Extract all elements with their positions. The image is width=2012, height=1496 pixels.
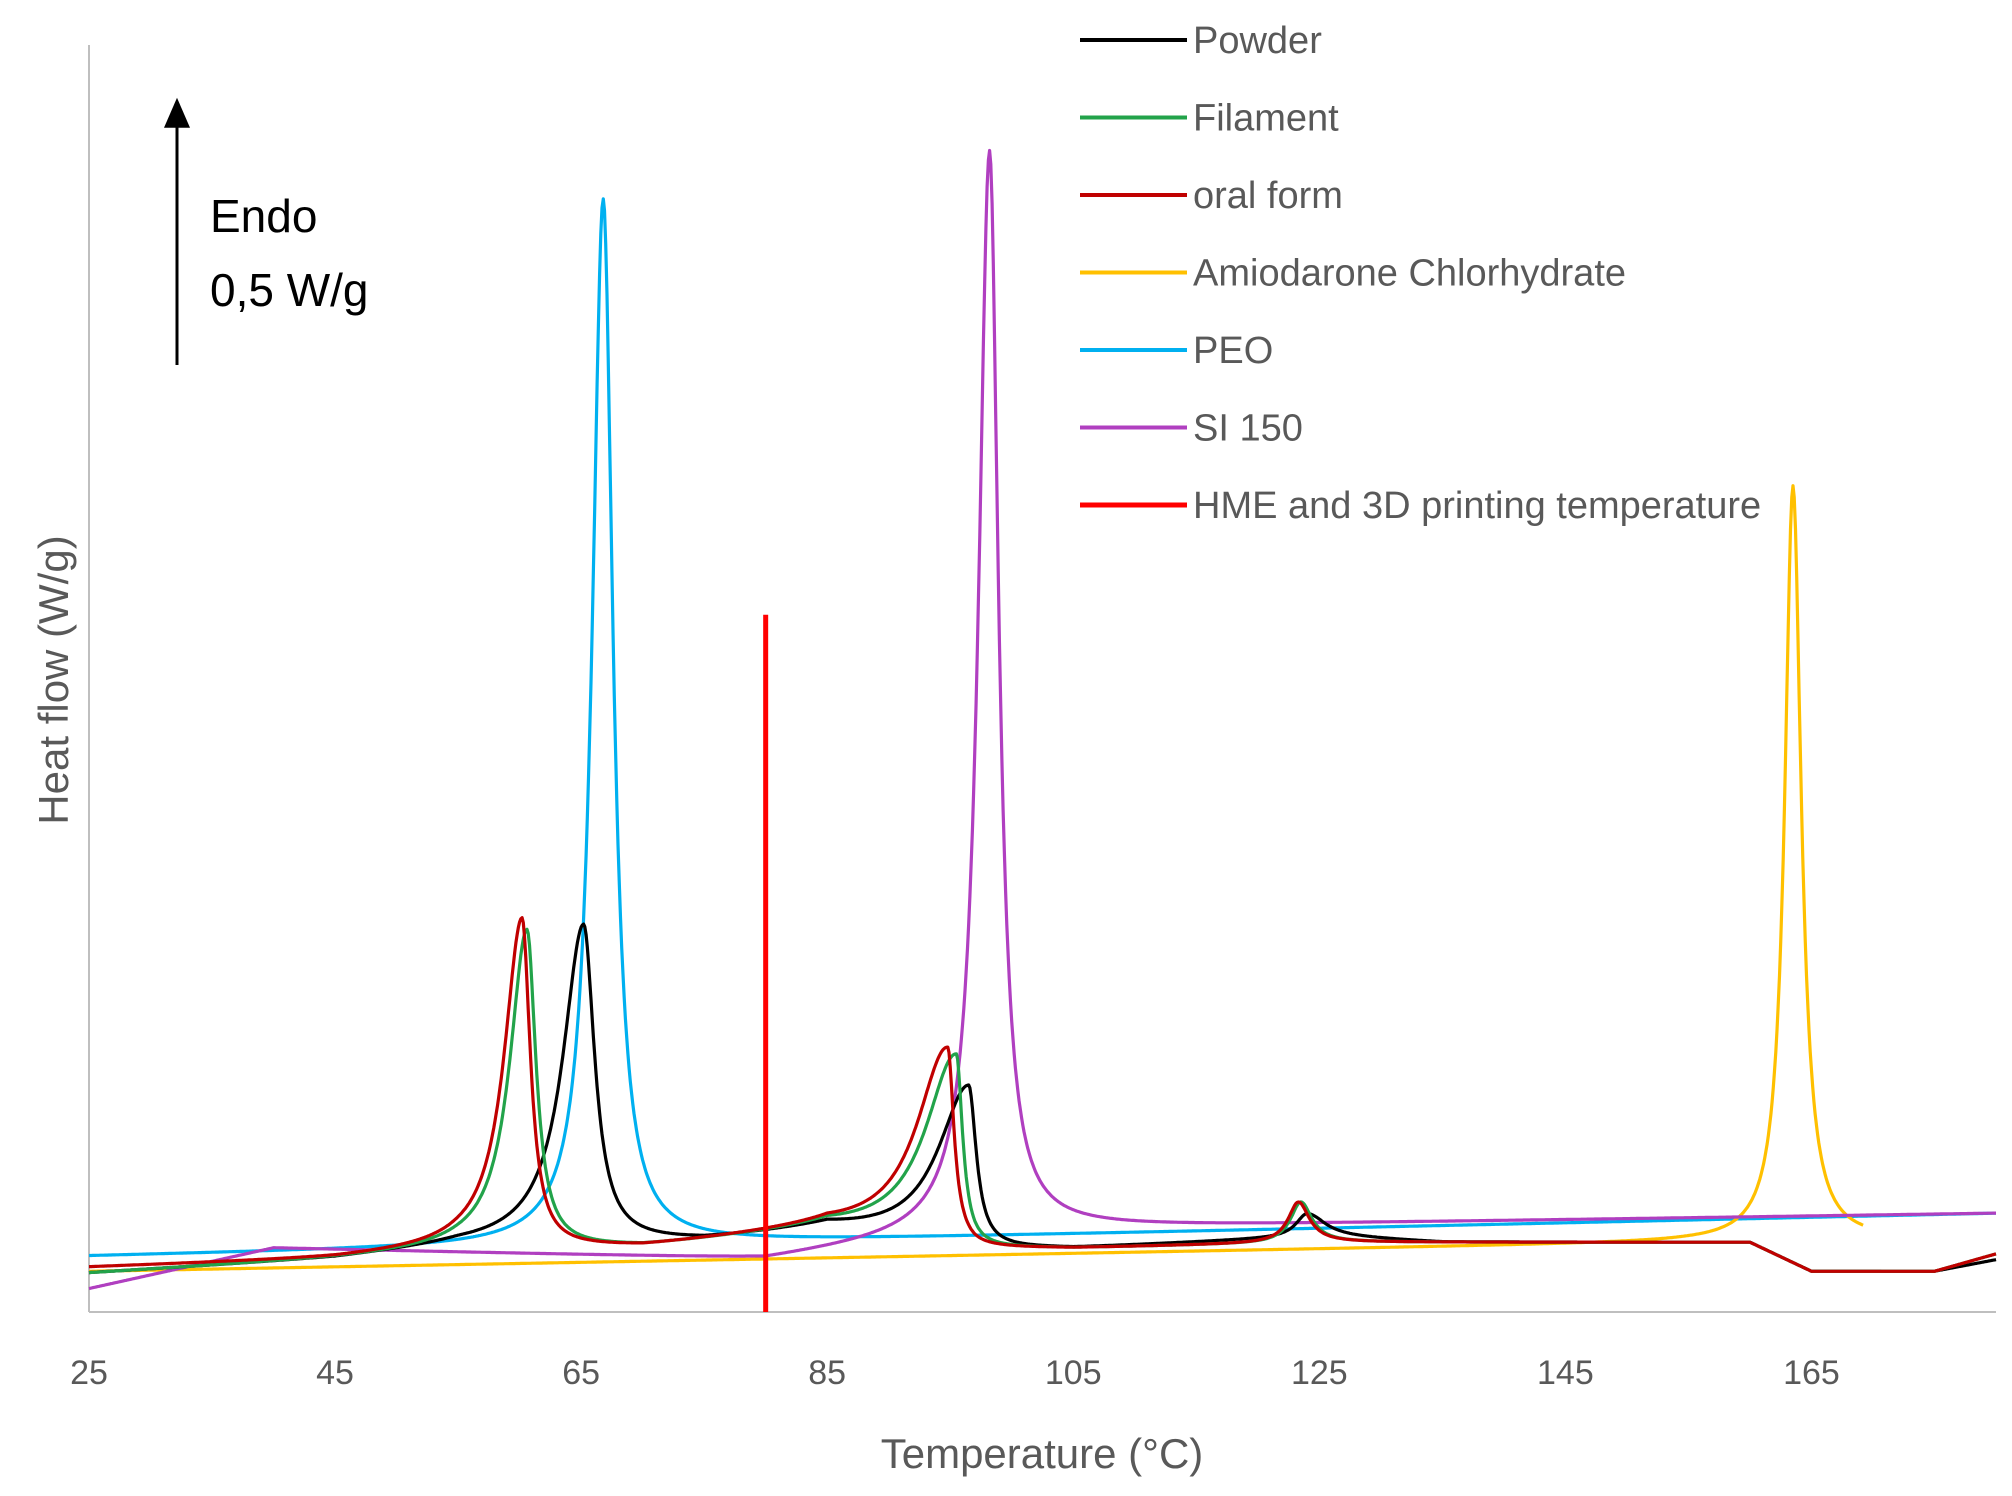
x-tick-label: 125 bbox=[1291, 1354, 1348, 1392]
x-tick-label: 165 bbox=[1783, 1354, 1840, 1392]
legend-label: Powder bbox=[1193, 20, 1322, 62]
x-axis-title: Temperature (°C) bbox=[881, 1430, 1204, 1477]
legend-label: oral form bbox=[1193, 175, 1343, 217]
x-tick-label: 65 bbox=[562, 1354, 600, 1392]
legend: Powder Filament oral form Amiodarone Chlorh… bbox=[1080, 20, 1761, 527]
x-tick-label: 105 bbox=[1045, 1354, 1102, 1392]
legend-label: Amiodarone Chlorhydrate bbox=[1193, 253, 1626, 295]
series-group bbox=[88, 148, 1997, 1312]
legend-label: PEO bbox=[1193, 330, 1273, 372]
endo-annotation: Endo 0,5 W/g bbox=[164, 97, 369, 365]
series-oral-form bbox=[88, 916, 1997, 1273]
series-peo bbox=[88, 197, 1997, 1258]
x-tick-labels: 25 45 65 85 105 125 145 165 bbox=[70, 1354, 1840, 1392]
y-axis-title: Heat flow (W/g) bbox=[30, 535, 77, 824]
axes bbox=[88, 45, 1996, 1313]
endo-arrow-head bbox=[164, 97, 190, 128]
x-tick-label: 45 bbox=[316, 1354, 354, 1392]
scale-label: 0,5 W/g bbox=[210, 264, 369, 316]
x-tick-label: 145 bbox=[1537, 1354, 1594, 1392]
legend-label: HME and 3D printing temperature bbox=[1193, 485, 1761, 527]
x-tick-label: 85 bbox=[808, 1354, 846, 1392]
x-tick-label: 25 bbox=[70, 1354, 108, 1392]
series-si-150 bbox=[88, 148, 1997, 1291]
legend-label: SI 150 bbox=[1193, 408, 1303, 450]
endo-label: Endo bbox=[210, 190, 317, 242]
legend-label: Filament bbox=[1193, 98, 1339, 140]
